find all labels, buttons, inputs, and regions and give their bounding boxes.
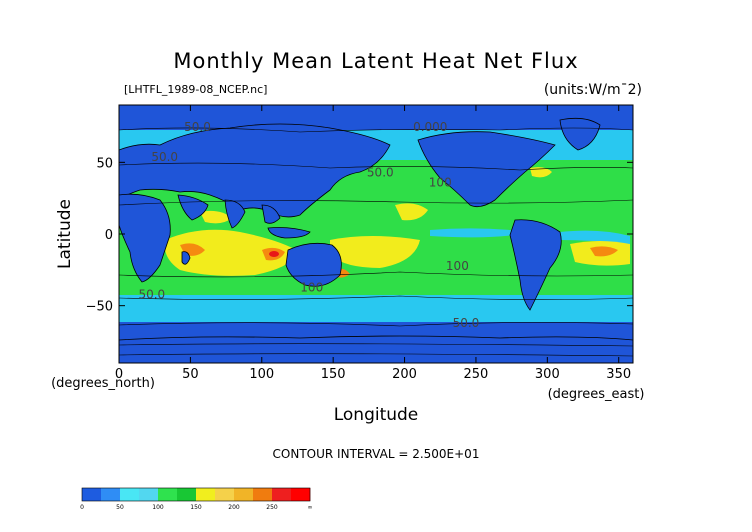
colorbar-label-3: 150 xyxy=(190,504,202,511)
contour-label-3: 50.0 xyxy=(367,166,394,180)
north-pacific-warm-patch xyxy=(395,203,428,221)
colorbar-swatch-5 xyxy=(177,488,197,501)
contour-label-4: 100 xyxy=(429,176,452,190)
continents xyxy=(119,117,633,363)
contour-label-2: 50.0 xyxy=(151,150,178,164)
x-tick-label-300: 300 xyxy=(535,367,560,382)
colorbar-label-5: 250 xyxy=(266,504,278,511)
south-pacific-warm-zone xyxy=(330,236,420,268)
chart-title: Monthly Mean Latent Heat Net Flux xyxy=(173,49,578,73)
contour-lines xyxy=(119,127,633,357)
land-australia xyxy=(285,242,342,287)
y-tick-label--50: −50 xyxy=(86,300,113,315)
dataset-filename: [LHTFL_1989-08_NCEP.nc] xyxy=(124,83,267,96)
land-europe-asia xyxy=(119,123,391,218)
atlantic-equator-tongue xyxy=(560,230,630,244)
colorbar-label-0: 0 xyxy=(80,504,84,511)
y-tick-label-0: 0 xyxy=(105,228,113,243)
arabian-sea-warm-patch xyxy=(200,210,232,224)
x-tick-label-0: 0 xyxy=(115,367,123,382)
x-tick-label-150: 150 xyxy=(321,367,346,382)
contour-label-5: 100 xyxy=(446,259,469,273)
x-tick-label-200: 200 xyxy=(392,367,417,382)
colorbar-swatch-1 xyxy=(101,488,121,501)
colorbar-swatch-2 xyxy=(120,488,140,501)
contour-label-7: 100 xyxy=(300,280,323,294)
x-tick-label-250: 250 xyxy=(464,367,489,382)
land-madagascar xyxy=(181,251,191,265)
colorbar-label-4: 200 xyxy=(228,504,240,511)
land-indochina xyxy=(261,204,281,224)
indian-ocean-warm-zone xyxy=(164,229,300,276)
colorbar-label-1: 50 xyxy=(116,504,124,511)
colorbar-swatch-3 xyxy=(139,488,159,501)
x-axis-label: Longitude xyxy=(334,405,419,425)
colorbar-label-2: 100 xyxy=(152,504,164,511)
contour-label-1: 0.000 xyxy=(413,120,447,134)
land-greenland xyxy=(559,117,601,151)
x-unit-label: (degrees_east) xyxy=(548,387,645,402)
land-arabia xyxy=(177,194,209,221)
plot-area: 50.0 0.000 50.0 50.0 100 100 50.0 100 50.0 xyxy=(119,105,633,363)
x-tick-label-350: 350 xyxy=(606,367,631,382)
land-antarctica xyxy=(119,335,633,363)
colorbar-label-6: ∞ xyxy=(308,504,313,511)
y-axis: −50 0 50 xyxy=(86,156,633,315)
land-south-america xyxy=(509,219,562,311)
colorbar: 0 50 100 150 200 250 ∞ xyxy=(80,487,313,511)
equatorial-cold-tongue xyxy=(430,228,530,238)
y-unit-label: (degrees_north) xyxy=(51,376,155,391)
x-axis: 0 50 100 150 200 250 300 350 xyxy=(115,105,631,382)
y-axis-label: Latitude xyxy=(55,199,75,269)
units-label: (units:W/m¯2) xyxy=(544,82,642,98)
contour-label-8: 50.0 xyxy=(453,316,480,330)
colorbar-swatch-6 xyxy=(196,488,216,501)
colorbar-swatch-7 xyxy=(215,488,235,501)
land-north-america xyxy=(417,131,556,208)
colorbar-swatch-10 xyxy=(272,488,292,501)
x-tick-label-50: 50 xyxy=(182,367,199,382)
south-atlantic-hot-spot xyxy=(590,246,618,257)
contour-labels: 50.0 0.000 50.0 50.0 100 100 50.0 100 50.0 xyxy=(138,120,479,330)
colorbar-swatch-9 xyxy=(253,488,273,501)
australia-nw-max-spot xyxy=(269,251,279,257)
x-tick-label-100: 100 xyxy=(249,367,274,382)
colorbar-swatch-8 xyxy=(234,488,254,501)
colorbar-swatch-0 xyxy=(82,488,102,501)
contour-label-6: 50.0 xyxy=(138,288,165,302)
contour-interval-note: CONTOUR INTERVAL = 2.500E+01 xyxy=(273,447,480,461)
colorbar-frame xyxy=(81,487,311,502)
y-tick-label-50: 50 xyxy=(96,156,113,171)
land-africa xyxy=(119,193,171,283)
land-maritime-continent xyxy=(267,227,311,239)
contour-label-0: 50.0 xyxy=(184,120,211,134)
land-india xyxy=(224,199,246,229)
nw-atlantic-warm-patch xyxy=(530,167,552,178)
colorbar-swatch-11 xyxy=(291,488,311,501)
colorbar-swatch-4 xyxy=(158,488,178,501)
